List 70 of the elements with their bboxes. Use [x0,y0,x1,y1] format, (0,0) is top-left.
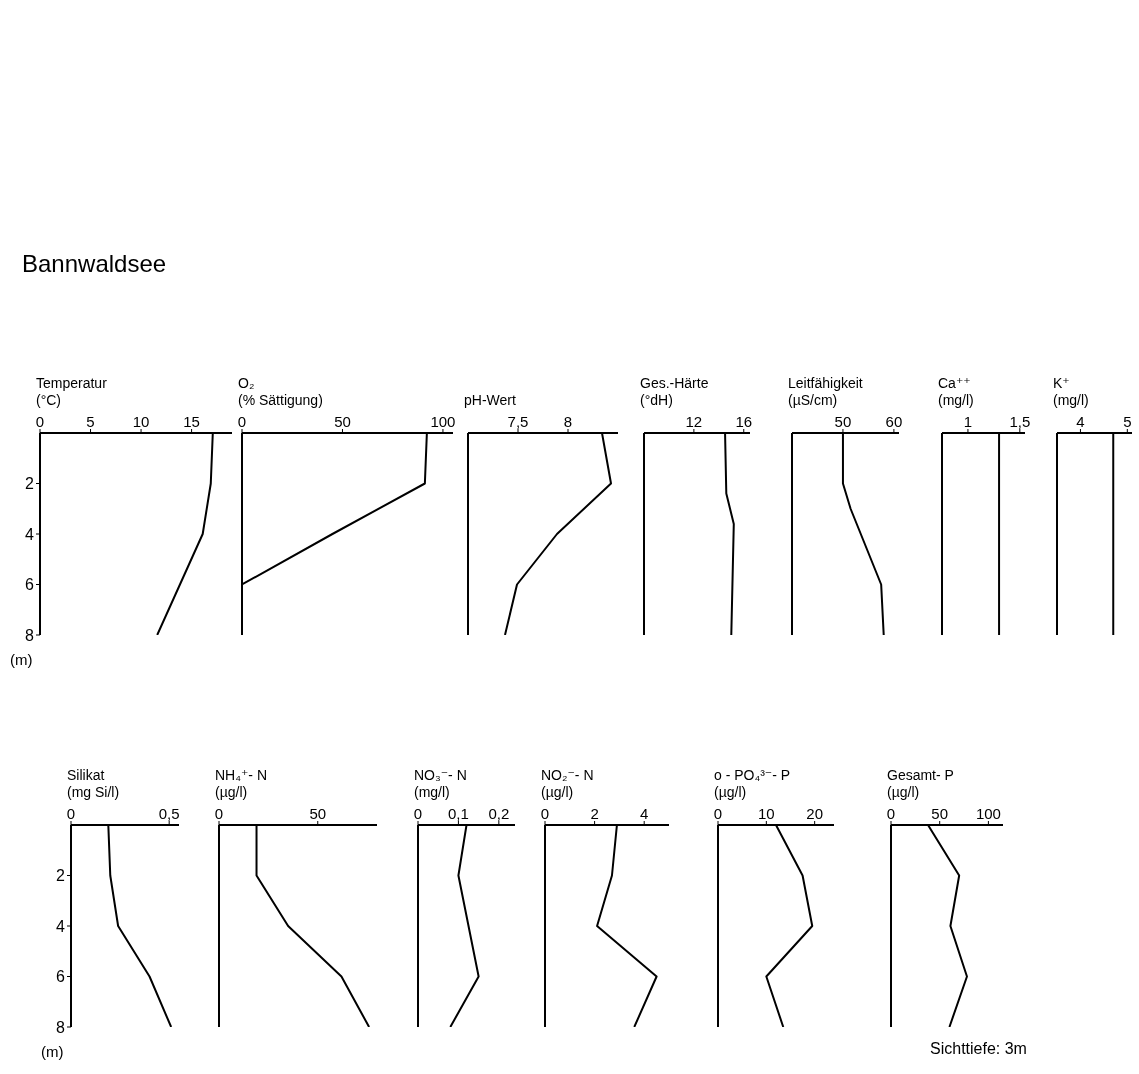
chart-title: NO₂⁻- N [541,767,594,784]
x-tick-label: 0 [540,805,550,822]
x-tick-label: 5 [1123,413,1132,430]
chart-title: Leitfähigkeit [788,375,863,392]
x-tick-label: 20 [806,805,824,822]
chart-title: Gesamt- P [887,767,954,784]
chart-subtitle: (mg/l) [938,392,974,409]
chart-subtitle: (mg/l) [1053,392,1089,409]
text: Bannwaldsee [22,250,167,278]
x-tick-label: 50 [309,805,327,822]
x-tick-label: 10 [757,805,775,822]
x-tick-label: 0,2 [488,805,510,822]
x-tick-label: 0 [35,413,45,430]
x-tick-label: 0 [237,413,247,430]
chart-title: o - PO₄³⁻- P [714,767,791,784]
x-tick-label: 5 [86,413,95,430]
y-tick-label: 2 [56,867,66,885]
chart-title: NO₃⁻- N [414,767,467,784]
x-tick-label: 12 [685,413,703,430]
chart-subtitle: (°dH) [640,392,674,409]
chart-subtitle: (µg/l) [541,784,575,801]
x-tick-label: 0,1 [447,805,469,822]
chart-title: K⁺ [1053,375,1071,392]
x-tick-label: 100 [975,805,1001,822]
x-tick-label: 4 [640,805,649,822]
y-tick-label: 4 [25,525,35,543]
text: Sichttiefe: 3m [930,1040,1027,1058]
x-tick-label: 1 [963,413,973,430]
y-tick-label: 6 [25,576,35,594]
chart-subtitle: (µS/cm) [788,392,839,409]
chart-title: pH-Wert [464,392,516,409]
x-tick-label: 0,5 [158,805,180,822]
chart-title: O₂ [238,375,256,392]
x-tick-label: 0 [886,805,896,822]
chart-subtitle: (µg/l) [887,784,921,801]
y-tick-label: 6 [56,968,66,986]
chart-subtitle: (mg/l) [414,784,451,801]
x-tick-label: 16 [735,413,753,430]
x-tick-label: 50 [834,413,852,430]
x-tick-label: 2 [590,805,599,822]
y-tick-label: 8 [25,626,35,644]
y-tick-label: 8 [56,1018,66,1036]
x-tick-label: 0 [214,805,224,822]
x-tick-label: 10 [132,413,150,430]
y-axis-title: (m) [41,1043,65,1060]
chart-subtitle: (°C) [36,392,63,409]
x-tick-label: 7,5 [507,413,529,430]
chart-subtitle: (% Sättigung) [238,392,323,409]
x-tick-label: 0 [413,805,423,822]
chart-title: Temperatur [36,375,107,392]
x-tick-label: 1,5 [1009,413,1031,430]
chart-subtitle: (µg/l) [714,784,748,801]
x-tick-label: 8 [563,413,573,430]
x-tick-label: 100 [430,413,456,430]
x-tick-label: 60 [885,413,903,430]
x-tick-label: 0 [713,805,723,822]
chart-title: Ges.-Härte [640,375,709,392]
y-axis-title: (m) [10,651,34,668]
chart-title: Ca⁺⁺ [938,375,972,392]
y-tick-label: 4 [56,917,66,935]
x-tick-label: 15 [183,413,200,430]
x-tick-label: 50 [931,805,949,822]
chart-title: Silikat [67,767,106,784]
chart-subtitle: (µg/l) [215,784,249,801]
chart-subtitle: (mg Si/l) [67,784,120,801]
x-tick-label: 4 [1076,413,1085,430]
x-tick-label: 50 [334,413,351,430]
x-tick-label: 0 [66,805,76,822]
chart-title: NH₄⁺- N [215,767,267,784]
y-tick-label: 2 [25,475,35,493]
